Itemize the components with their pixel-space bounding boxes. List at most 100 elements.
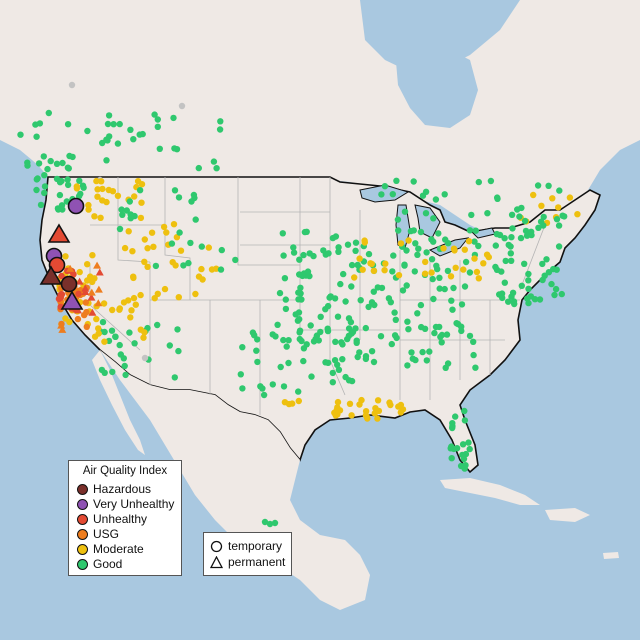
monitor-marker — [404, 362, 411, 369]
monitor-marker — [417, 228, 425, 236]
monitor-marker — [325, 250, 332, 257]
monitor-marker — [437, 333, 444, 341]
monitor-marker — [59, 159, 66, 167]
monitor-marker — [127, 314, 134, 321]
monitor-marker — [329, 379, 336, 386]
monitor-marker — [283, 343, 290, 350]
monitor-marker — [127, 126, 134, 133]
monitor-marker — [438, 339, 445, 346]
monitor-marker — [160, 223, 168, 231]
monitor-marker — [444, 267, 452, 275]
monitor-marker — [432, 196, 440, 203]
monitor-marker — [461, 465, 468, 472]
monitor-marker — [443, 331, 451, 338]
monitor-marker — [389, 191, 396, 198]
monitor-marker — [93, 177, 100, 185]
monitor-marker — [335, 248, 342, 255]
monitor-marker — [304, 268, 312, 275]
monitor-marker — [370, 267, 378, 274]
monitor-marker — [471, 255, 478, 262]
monitor-marker — [461, 417, 469, 424]
monitor-marker — [274, 321, 281, 328]
monitor-marker — [428, 269, 435, 276]
monitor-marker — [335, 244, 342, 251]
monitor-marker — [337, 280, 344, 288]
monitor-marker — [525, 285, 532, 292]
monitor-marker — [253, 347, 260, 354]
monitor-marker — [120, 355, 128, 362]
monitor-marker — [41, 172, 48, 179]
monitor-marker — [422, 188, 430, 195]
legend-item-good: Good — [77, 557, 122, 571]
monitor-marker — [320, 247, 327, 254]
monitor-marker — [121, 362, 128, 370]
monitor-marker — [103, 198, 110, 206]
monitor-marker — [81, 284, 90, 292]
monitor-marker — [356, 255, 363, 262]
monitor-marker — [374, 415, 381, 422]
monitor-marker — [180, 262, 187, 269]
monitor-marker — [128, 307, 135, 314]
monitor-marker — [525, 277, 532, 284]
canada-landmass — [0, 0, 640, 232]
monitor-marker — [458, 327, 465, 335]
monitor-marker — [187, 239, 194, 247]
monitor-marker — [338, 339, 345, 346]
monitor-marker — [282, 296, 289, 303]
puerto-rico — [603, 552, 619, 559]
monitor-marker — [134, 178, 142, 185]
monitor-marker — [561, 213, 568, 220]
monitor-marker — [430, 295, 437, 303]
monitor-marker — [57, 294, 64, 301]
monitor-marker — [552, 285, 560, 293]
monitor-marker — [82, 299, 90, 306]
monitor-marker — [404, 318, 411, 325]
monitor-marker — [426, 348, 433, 355]
monitor-marker — [73, 306, 82, 314]
monitor-marker — [322, 359, 329, 366]
monitor-marker — [389, 268, 396, 275]
monitor-marker — [171, 374, 178, 381]
monitor-marker — [447, 273, 455, 280]
site-type-legend: temporary permanent — [203, 532, 292, 576]
monitor-marker — [118, 206, 125, 213]
monitor-marker — [217, 266, 225, 273]
monitor-marker — [35, 160, 43, 167]
monitor-marker — [119, 211, 126, 218]
monitor-marker — [277, 363, 284, 371]
monitor-marker — [97, 214, 104, 221]
monitor-marker — [549, 195, 556, 202]
monitor-marker — [410, 178, 417, 185]
monitor-marker — [99, 318, 107, 326]
monitor-marker — [297, 284, 304, 291]
baja-landmass — [92, 350, 145, 455]
monitor-marker — [555, 243, 563, 250]
monitor-marker — [368, 260, 375, 268]
monitor-marker — [303, 341, 310, 348]
mexico-landmass — [100, 350, 370, 610]
monitor-marker — [539, 260, 546, 268]
monitor-marker — [415, 245, 422, 252]
monitor-marker — [83, 309, 90, 316]
monitor-marker — [295, 289, 302, 296]
monitor-marker — [461, 407, 468, 415]
monitor-marker — [442, 236, 449, 243]
monitor-marker — [511, 300, 518, 308]
monitor-marker — [448, 297, 455, 304]
monitor-marker — [116, 341, 123, 349]
monitor-marker — [388, 340, 395, 348]
monitor-marker — [525, 270, 532, 278]
monitor-marker — [517, 234, 525, 242]
monitor-marker — [130, 294, 138, 302]
monitor-marker — [84, 277, 91, 284]
monitor-marker — [460, 266, 467, 273]
monitor-marker — [198, 265, 205, 273]
monitor-marker — [329, 369, 336, 377]
monitor-marker — [108, 327, 116, 334]
monitor-marker — [348, 377, 356, 385]
monitor-marker — [44, 165, 51, 173]
monitor-marker — [501, 235, 508, 242]
monitor-marker — [505, 241, 512, 249]
monitor-marker — [548, 280, 555, 288]
legend-item-unhealthy: Unhealthy — [77, 512, 147, 526]
